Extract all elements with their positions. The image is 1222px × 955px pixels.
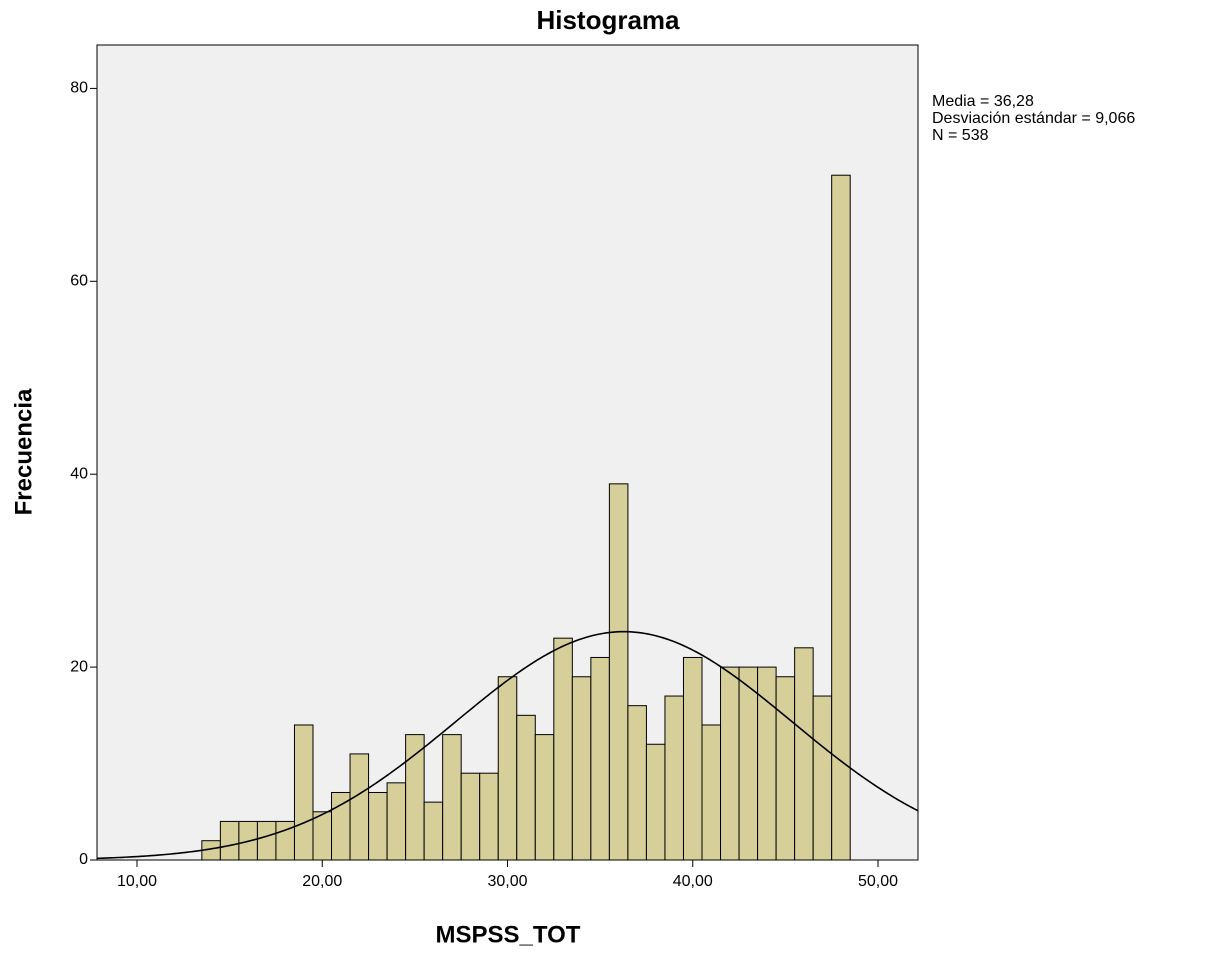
histogram-bar	[645, 743, 666, 861]
stat-label: N = 538	[932, 127, 989, 144]
histogram-bar	[590, 656, 610, 861]
histogram-bar	[219, 820, 240, 861]
histogram-bar	[664, 695, 684, 861]
y-axis-label: Frecuencia	[10, 388, 37, 515]
histogram-bar	[775, 676, 796, 861]
histogram-bar	[720, 666, 740, 861]
y-tick-label: 60	[70, 273, 88, 290]
stat-label: Media = 36,28	[932, 93, 1034, 110]
histogram-bar	[608, 483, 629, 861]
histogram-bar	[701, 724, 722, 861]
x-tick-label: 20,00	[302, 873, 342, 890]
y-tick-label: 40	[70, 465, 88, 482]
histogram-bar	[293, 724, 314, 861]
histogram-bar	[460, 772, 481, 861]
histogram-bar	[571, 676, 592, 861]
histogram-bar	[368, 791, 388, 861]
histogram-bar	[442, 734, 462, 861]
histogram-bar	[497, 676, 518, 861]
histogram-bar	[627, 705, 647, 861]
histogram-bar	[831, 174, 851, 861]
x-tick-label: 40,00	[673, 873, 713, 890]
histogram-bar	[516, 714, 536, 861]
x-tick-label: 10,00	[117, 873, 157, 890]
histogram-bar	[682, 656, 703, 861]
histogram-bar	[386, 782, 407, 861]
y-tick-label: 80	[70, 80, 88, 97]
histogram-bar	[553, 637, 573, 861]
histogram-bar	[534, 734, 555, 861]
histogram-bar	[812, 695, 833, 861]
histogram-bar	[423, 801, 444, 861]
histogram-bar	[349, 753, 370, 861]
histogram-bar	[794, 647, 814, 861]
chart-title: Histograma	[536, 5, 680, 35]
histogram-bar	[738, 666, 759, 861]
y-tick-label: 20	[70, 658, 88, 675]
x-axis-label: MSPSS_TOT	[436, 921, 581, 948]
histogram-bar	[405, 734, 425, 861]
histogram-bar	[312, 811, 333, 861]
histogram-bar	[479, 772, 499, 861]
x-tick-label: 30,00	[487, 873, 527, 890]
y-tick-label: 0	[79, 851, 88, 868]
histogram-bar	[331, 791, 351, 861]
stat-label: Desviación estándar = 9,066	[932, 110, 1135, 127]
x-tick-label: 50,00	[858, 873, 898, 890]
normal-curve	[96, 630, 919, 860]
histogram-bar	[256, 820, 277, 861]
